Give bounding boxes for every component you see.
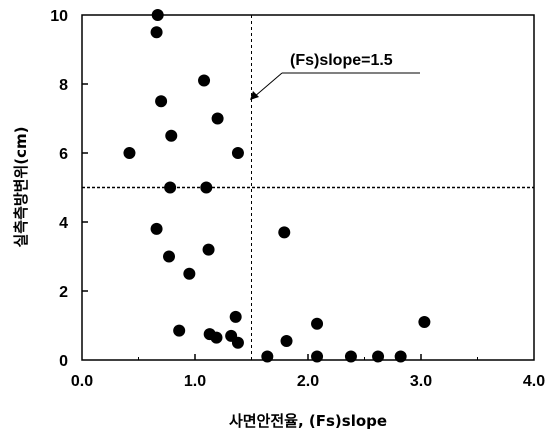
y-tick-label: 2 (59, 284, 68, 301)
data-point (280, 335, 293, 348)
y-axis-tick-labels: 0 2 4 6 8 10 (50, 8, 68, 370)
data-point (123, 147, 136, 159)
axis-ticks (82, 83, 478, 360)
annotation-arrowhead (250, 91, 259, 100)
y-tick-label: 8 (59, 77, 68, 94)
y-axis-title: 실측측방변위(cm) (12, 126, 30, 247)
data-point (150, 26, 163, 39)
data-point (344, 350, 357, 363)
y-tick-label: 4 (59, 215, 68, 232)
data-point (311, 317, 324, 330)
data-point (183, 267, 196, 280)
data-point (418, 316, 431, 329)
data-point (150, 222, 163, 235)
data-points (123, 9, 431, 363)
reference-lines (82, 15, 534, 360)
data-point (165, 129, 178, 142)
data-point (231, 147, 244, 159)
data-point (311, 350, 324, 363)
x-tick-label: 2.0 (297, 373, 319, 390)
data-point (229, 310, 242, 323)
data-point (173, 324, 186, 337)
x-tick-label: 4.0 (523, 373, 545, 390)
data-point (164, 181, 177, 194)
x-tick-label: 1.0 (184, 373, 206, 390)
data-point (372, 350, 385, 363)
data-point (231, 336, 244, 349)
data-point (394, 350, 407, 363)
data-point (200, 181, 213, 194)
y-tick-label: 6 (59, 146, 68, 163)
data-point (211, 112, 224, 125)
data-point (198, 74, 211, 87)
x-axis-title: 사면안전율, (Fs)slope (229, 412, 387, 430)
data-point (151, 9, 164, 21)
x-tick-label: 0.0 (71, 373, 93, 390)
y-tick-label: 10 (50, 8, 68, 25)
data-point (155, 95, 168, 108)
data-point (278, 226, 291, 239)
data-point (163, 250, 176, 263)
y-tick-label: 0 (59, 353, 68, 370)
annotation-text: (Fs)slope=1.5 (290, 52, 393, 69)
x-axis-tick-labels: 0.0 1.0 2.0 3.0 4.0 (71, 373, 545, 390)
annotation-leader (253, 72, 283, 98)
data-point (261, 350, 274, 363)
x-tick-label: 3.0 (410, 373, 432, 390)
data-point (210, 331, 223, 344)
data-point (202, 243, 215, 256)
